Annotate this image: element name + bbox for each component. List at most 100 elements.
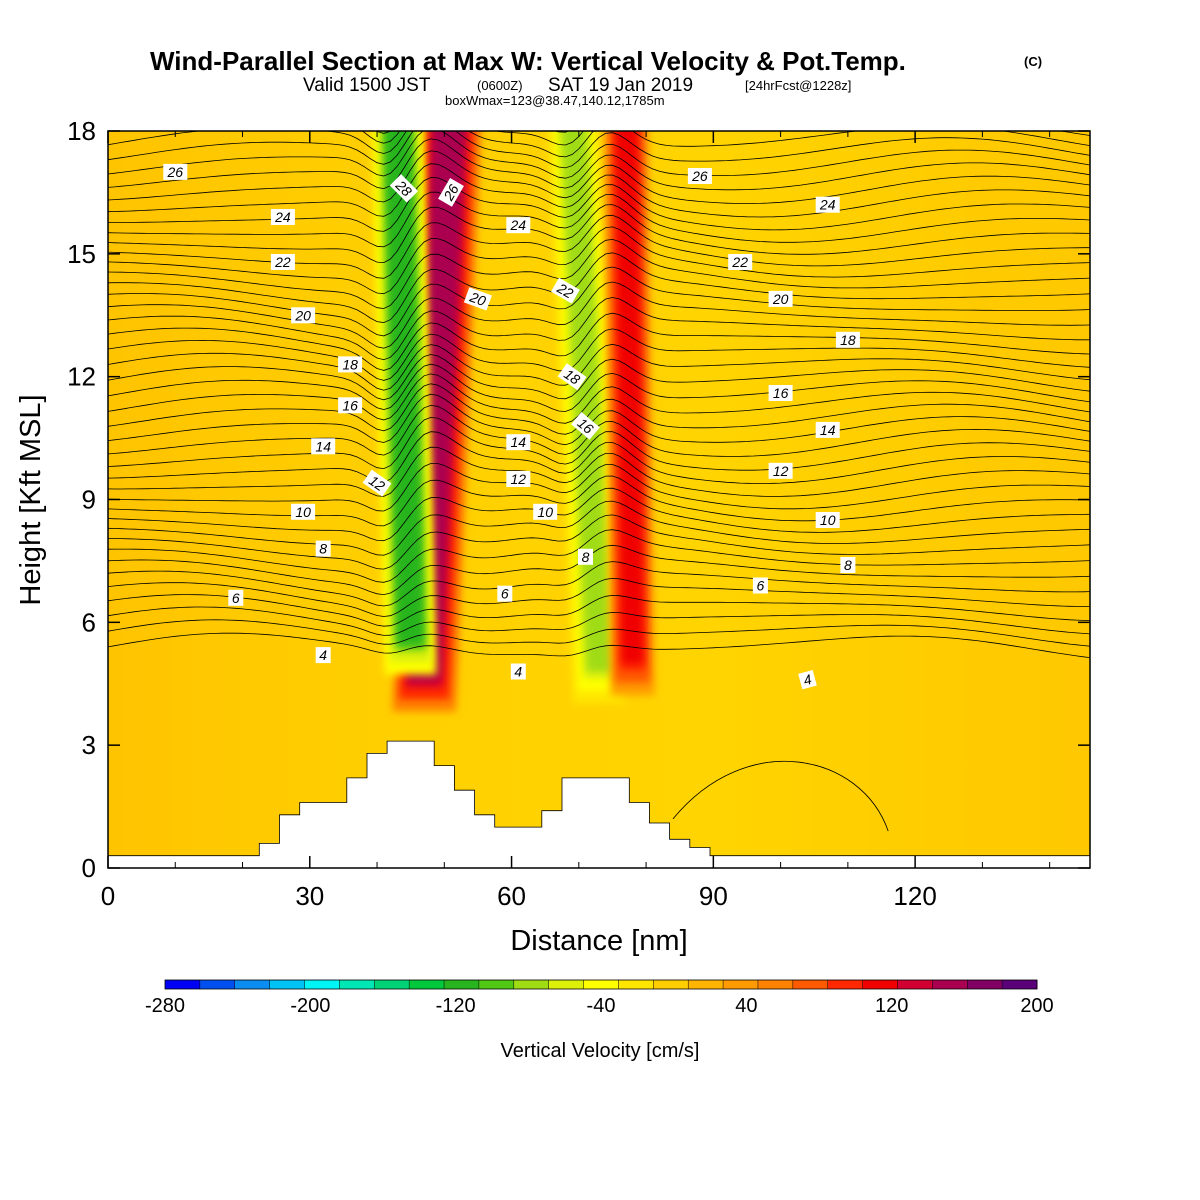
contour-label: 8	[578, 548, 593, 565]
isentrope-line	[108, 431, 1090, 484]
valid-utc: (0600Z)	[477, 78, 523, 93]
terrain-silhouette	[108, 740, 1090, 868]
y-tick-label: 12	[67, 362, 96, 392]
colorbar-swatch	[1002, 980, 1038, 989]
isentrope-line	[108, 0, 1090, 42]
y-tick-label: 6	[82, 607, 96, 637]
colorbar-frame	[164, 979, 1038, 990]
isentrope-line	[108, 373, 1090, 424]
contour-label: 16	[768, 385, 793, 401]
contour-label-box	[311, 438, 336, 455]
contour-label-box	[835, 331, 860, 348]
isentrope-line	[108, 354, 1090, 401]
colorbar-swatch	[199, 980, 236, 989]
colorbar-tick-label: -200	[290, 995, 330, 1017]
downdraft-band	[561, 131, 612, 672]
isentrope-line	[108, 281, 1090, 349]
x-tick-label: 120	[893, 881, 936, 911]
contour-label: 14	[506, 434, 531, 451]
contour-label: 20	[291, 307, 316, 324]
isentrope-line	[108, 619, 1090, 647]
contour-label-text: 26	[167, 164, 184, 180]
contour-label-text: 4	[514, 664, 522, 680]
isentrope-line	[108, 383, 1090, 435]
contour-label-box	[578, 548, 593, 565]
isentrope-line	[108, 404, 1090, 457]
colorbar-swatch	[339, 980, 375, 989]
contour-label-box	[815, 196, 840, 213]
isentrope-line	[108, 138, 1090, 191]
updraft-band	[616, 131, 643, 664]
y-tick-label: 18	[67, 116, 96, 146]
isentrope-line	[108, 475, 1090, 527]
colorbar-swatch	[409, 980, 445, 989]
contour-label-box	[270, 254, 295, 270]
contour-label-text: 22	[274, 254, 291, 270]
isentrope-line	[108, 131, 1090, 179]
colorbar-swatch	[967, 980, 1003, 989]
contour-label-text: 20	[772, 291, 789, 307]
isentrope-line	[108, 529, 1090, 583]
colorbar-swatch	[618, 980, 654, 989]
contour-label-text: 24	[274, 209, 291, 225]
colorbar-swatch	[583, 980, 619, 989]
x-tick-label: 0	[101, 881, 115, 911]
isentrope-line	[108, 343, 1090, 391]
contour-label-box	[840, 557, 856, 573]
isentrope-line	[108, 487, 1090, 542]
contour-label: 20	[463, 287, 492, 311]
isentrope-line	[108, 0, 1090, 27]
contour-label-text: 10	[820, 512, 836, 528]
contour-label-box	[438, 178, 464, 207]
contour-label-box	[557, 363, 587, 391]
contour-label-text: 18	[840, 332, 856, 348]
contour-label-box	[768, 462, 793, 479]
isentrope-line	[108, 238, 1090, 309]
isentrope-contours	[108, 0, 1090, 832]
colorbar-swatch	[932, 980, 968, 989]
contour-label-text: 6	[232, 590, 240, 606]
contour-label-box	[752, 577, 768, 594]
contour-label: 16	[571, 411, 600, 440]
colorbar-tick-label: -40	[587, 995, 616, 1017]
colorbar: -280 -200 -120 -40 40 120 200	[145, 979, 1054, 1017]
isentrope-line	[108, 328, 1090, 381]
contour-label: 10	[533, 503, 558, 520]
contour-label: 26	[438, 178, 464, 207]
isentrope-line	[108, 252, 1090, 324]
contour-label-box	[815, 512, 840, 528]
isentrope-line	[108, 297, 1090, 361]
colorbar-tick-label: -120	[436, 995, 476, 1017]
x-axis-label: Distance [nm]	[510, 925, 687, 957]
box-wmax-info: boxWmax=123@38.47,140.12,1785m	[445, 93, 665, 108]
contour-label-box	[291, 503, 316, 520]
colorbar-swatch	[897, 980, 933, 989]
contour-label-text: 16	[773, 385, 789, 401]
contour-label: 12	[768, 462, 793, 479]
contour-label: 14	[815, 421, 840, 438]
contour-label: 4	[510, 663, 526, 680]
isentrope-line	[108, 500, 1090, 556]
chart-title-block: Wind-Parallel Section at Max W: Vertical…	[150, 46, 1042, 108]
contour-label: 24	[270, 209, 295, 225]
isentrope-line	[108, 312, 1090, 371]
contour-label-text: 26	[440, 181, 462, 204]
contour-label: 12	[362, 469, 392, 497]
contour-label: 24	[815, 196, 840, 213]
axes: 0 30 60 90 120 0 3 6 9 12 15 18	[67, 116, 1090, 911]
isentrope-line	[108, 363, 1090, 412]
contour-label-box	[463, 287, 492, 311]
contour-label-text: 6	[757, 578, 765, 594]
colorbar-tick-label: -280	[145, 995, 185, 1017]
contour-label: 18	[557, 363, 587, 391]
colorbar-swatch	[165, 980, 201, 989]
contour-label-text: 16	[342, 397, 358, 413]
contour-label-text: 10	[295, 504, 311, 520]
isentrope-line	[108, 393, 1090, 446]
x-tick-label: 30	[295, 881, 324, 911]
isentrope-line	[108, 416, 1090, 471]
isentrope-line	[108, 226, 1090, 295]
contour-label: 24	[506, 217, 531, 234]
